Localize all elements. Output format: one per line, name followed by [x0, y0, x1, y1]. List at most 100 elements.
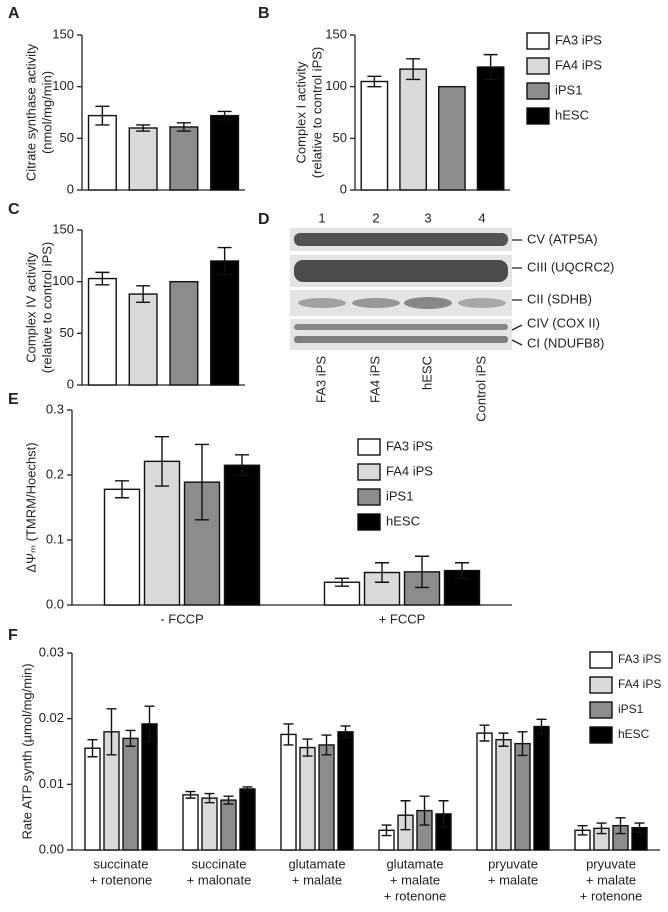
- panel-letter: D: [258, 211, 270, 228]
- y-tick-label: 150: [52, 26, 74, 41]
- error-bar: [335, 577, 349, 587]
- legend-label: FA3 iPS: [618, 652, 661, 666]
- error-bar: [375, 562, 389, 583]
- error-bar: [302, 738, 313, 757]
- error-bar: [498, 732, 509, 747]
- legend-label: FA4 iPS: [555, 57, 602, 72]
- bar: [87, 114, 117, 191]
- x-tick-label: pryuvate: [586, 856, 636, 871]
- error-bar: [577, 825, 588, 836]
- x-tick-label: + malate: [390, 872, 440, 887]
- error-bar: [517, 731, 528, 757]
- y-tick-label: 0.3: [46, 401, 64, 416]
- error-bar: [223, 795, 234, 805]
- blot-strip: [290, 319, 512, 350]
- y-tick-label: 50: [333, 130, 347, 145]
- bar: [299, 746, 316, 851]
- y-tick-label: 0.00: [39, 841, 64, 856]
- error-bar: [596, 822, 607, 835]
- y-tick-label: 0: [67, 181, 74, 196]
- error-bar: [419, 795, 430, 826]
- band-pointer: [511, 239, 523, 346]
- band-label: CIII (UQCRC2): [527, 259, 614, 274]
- bar: [438, 85, 466, 191]
- panel-letter: A: [8, 5, 20, 22]
- x-tick-label: + malate: [488, 872, 538, 887]
- bar: [201, 797, 218, 851]
- y-tick-label: 0.03: [39, 644, 64, 659]
- bar: [128, 293, 158, 386]
- lane-number: 1: [318, 210, 325, 225]
- x-tick-label: + rotenone: [90, 872, 153, 887]
- error-bar: [406, 58, 421, 81]
- error-bar: [615, 817, 626, 835]
- error-bar: [438, 800, 449, 828]
- legend-label: iPS1: [618, 702, 644, 716]
- x-tick-label: glutamate: [288, 856, 345, 871]
- y-axis-label: Rate ATP synth (µmol/mg/min): [19, 663, 34, 839]
- bar: [220, 799, 237, 851]
- bar: [495, 738, 512, 851]
- error-bar: [479, 724, 490, 742]
- error-bar: [455, 562, 469, 580]
- error-bar: [136, 285, 151, 304]
- lane-number: 4: [478, 210, 485, 225]
- panel-letter: E: [8, 391, 19, 408]
- x-tick-label: glutamate: [386, 856, 443, 871]
- error-bar: [144, 705, 155, 743]
- legend-swatch: [357, 463, 381, 481]
- y-tick-label: 100: [52, 78, 74, 93]
- error-bar: [483, 53, 498, 81]
- band-label: CV (ATP5A): [527, 231, 598, 246]
- legend-swatch: [357, 488, 381, 506]
- bar: [84, 747, 101, 851]
- legend-swatch: [589, 651, 613, 669]
- legend-swatch: [526, 82, 550, 100]
- legend-label: iPS1: [386, 488, 413, 503]
- legend-swatch: [357, 513, 381, 531]
- y-axis-label: (nmol/mg/min): [39, 71, 54, 154]
- y-axis-label: Complex I activity: [293, 61, 308, 163]
- y-tick-label: 100: [325, 78, 347, 93]
- error-bar: [115, 480, 129, 499]
- y-tick-label: 0.01: [39, 776, 64, 791]
- bar: [476, 66, 505, 191]
- bar: [128, 127, 158, 191]
- y-tick-label: 0.1: [46, 531, 64, 546]
- error-bar: [634, 822, 645, 833]
- legend-label: hESC: [555, 107, 589, 122]
- lane-number: 3: [424, 210, 431, 225]
- legend-swatch: [526, 32, 550, 50]
- error-bar: [235, 454, 249, 477]
- x-tick-label: + malate: [586, 872, 636, 887]
- y-tick-label: 0.2: [46, 466, 64, 481]
- legend-swatch: [526, 57, 550, 75]
- error-bar: [125, 729, 136, 747]
- bar: [210, 260, 240, 386]
- bar: [182, 794, 199, 851]
- panel-letter: C: [8, 201, 20, 218]
- x-tick-label: + rotenone: [580, 888, 643, 903]
- error-bar: [217, 246, 232, 276]
- sample-label: FA3 iPS: [313, 356, 328, 403]
- bar: [318, 744, 335, 851]
- error-bar: [136, 124, 151, 132]
- band-label: CI (NDUFB8): [527, 335, 604, 350]
- error-bar: [367, 75, 382, 88]
- bar: [210, 114, 240, 191]
- y-tick-label: 0.02: [39, 710, 64, 725]
- legend-label: FA3 iPS: [555, 32, 602, 47]
- bar: [141, 723, 158, 851]
- western-blot: D 1 2 3 4 CV (ATP5A) CIII (UQCRC2) CII (…: [258, 210, 614, 421]
- x-tick-label: succinate: [94, 856, 149, 871]
- legend-swatch: [526, 107, 550, 125]
- x-tick-label: + rotenone: [384, 888, 447, 903]
- band-label: CIV (COX II): [527, 315, 600, 330]
- legend-label: FA4 iPS: [618, 677, 661, 691]
- error-bar: [195, 443, 209, 521]
- bar: [280, 733, 297, 851]
- legend-label: FA4 iPS: [386, 463, 433, 478]
- blot-bands: [294, 233, 508, 343]
- x-tick-label: - FCCP: [160, 611, 203, 626]
